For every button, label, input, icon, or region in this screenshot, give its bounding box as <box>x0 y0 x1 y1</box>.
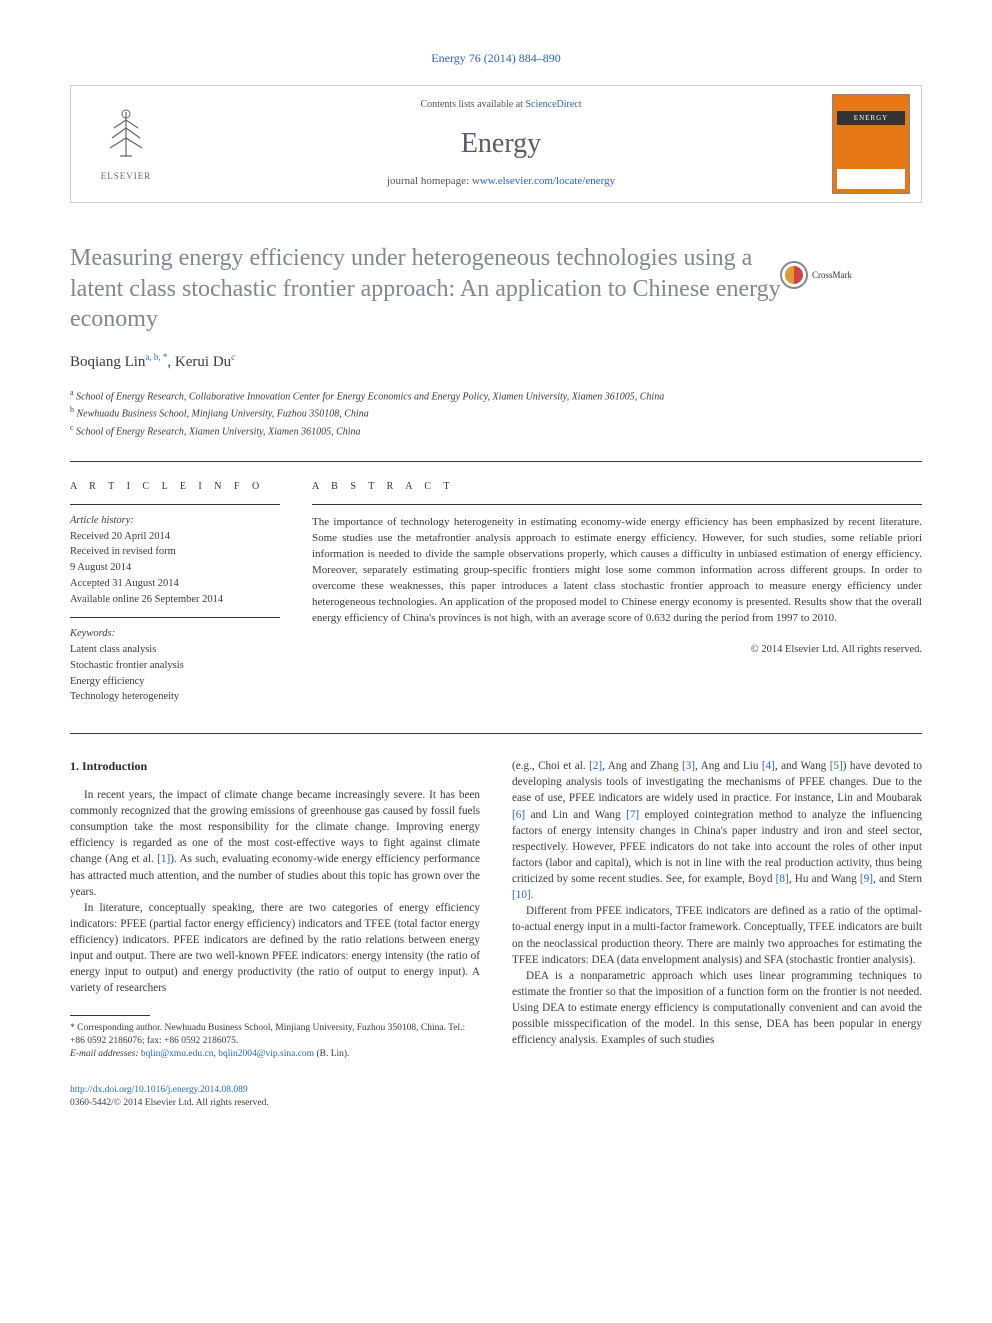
author-2-aff: c <box>231 352 235 362</box>
section-divider <box>70 733 922 734</box>
publisher-name: ELSEVIER <box>101 170 152 183</box>
abstract-text: The importance of technology heterogenei… <box>312 504 922 627</box>
ref-5[interactable]: [5] <box>830 760 843 772</box>
right-para-2: Different from PFEE indicators, TFEE ind… <box>512 903 922 968</box>
intro-para-1: In recent years, the impact of climate c… <box>70 787 480 900</box>
history-received: Received 20 April 2014 <box>70 531 170 542</box>
keyword-1: Latent class analysis <box>70 644 156 655</box>
article-title: Measuring energy efficiency under hetero… <box>70 243 790 335</box>
footnote-separator <box>70 1015 150 1016</box>
ref-3[interactable]: [3] <box>682 760 695 772</box>
ref-7[interactable]: [7] <box>626 809 639 821</box>
doi-link[interactable]: http://dx.doi.org/10.1016/j.energy.2014.… <box>70 1084 480 1097</box>
keyword-2: Stochastic frontier analysis <box>70 660 184 671</box>
ref-9[interactable]: [9] <box>860 873 873 885</box>
body-columns: 1. Introduction In recent years, the imp… <box>70 758 922 1110</box>
elsevier-tree-icon <box>96 106 156 166</box>
cover-title: ENERGY <box>837 111 905 125</box>
citation-bar: Energy 76 (2014) 884–890 <box>70 50 922 67</box>
contents-prefix: Contents lists available at <box>420 99 525 110</box>
email-1[interactable]: bqlin@xmu.edu.cn <box>141 1049 214 1059</box>
footnote-email-label: E-mail addresses: <box>70 1049 141 1059</box>
affiliations: a School of Energy Research, Collaborati… <box>70 387 922 439</box>
affiliation-c: School of Energy Research, Xiamen Univer… <box>76 426 360 437</box>
intro-para-2: In literature, conceptually speaking, th… <box>70 900 480 997</box>
section-1-heading: 1. Introduction <box>70 758 480 775</box>
copyright-line: © 2014 Elsevier Ltd. All rights reserved… <box>312 643 922 658</box>
journal-header: ELSEVIER Contents lists available at Sci… <box>70 85 922 203</box>
keyword-3: Energy efficiency <box>70 676 145 687</box>
history-online: Available online 26 September 2014 <box>70 594 223 605</box>
ref-1[interactable]: [1] <box>157 853 170 865</box>
affiliation-a: School of Energy Research, Collaborative… <box>76 391 664 402</box>
publisher-logo: ELSEVIER <box>71 86 181 202</box>
homepage-line: journal homepage: www.elsevier.com/locat… <box>191 174 811 189</box>
footnote-corr: * Corresponding author. Newhuadu Busines… <box>70 1022 480 1049</box>
divider <box>70 461 922 462</box>
contents-line: Contents lists available at ScienceDirec… <box>191 98 811 112</box>
article-history: Article history: Received 20 April 2014 … <box>70 504 280 618</box>
crossmark-icon <box>780 261 808 289</box>
homepage-link[interactable]: www.elsevier.com/locate/energy <box>472 175 615 187</box>
journal-cover-thumb: ENERGY <box>821 86 921 202</box>
author-1: Boqiang Lin <box>70 354 145 370</box>
author-2: , Kerui Du <box>167 354 231 370</box>
history-revised-2: 9 August 2014 <box>70 562 131 573</box>
corresponding-author-footnote: * Corresponding author. Newhuadu Busines… <box>70 1022 480 1062</box>
right-column: (e.g., Choi et al. [2], Ang and Zhang [3… <box>512 758 922 1110</box>
history-heading: Article history: <box>70 515 134 526</box>
homepage-prefix: journal homepage: <box>387 175 472 187</box>
keywords-heading: Keywords: <box>70 628 115 639</box>
ref-2[interactable]: [2] <box>589 760 602 772</box>
right-para-1: (e.g., Choi et al. [2], Ang and Zhang [3… <box>512 758 922 903</box>
abstract-label: A B S T R A C T <box>312 480 922 494</box>
issn-line: 0360-5442/© 2014 Elsevier Ltd. All right… <box>70 1097 480 1110</box>
left-column: 1. Introduction In recent years, the imp… <box>70 758 480 1110</box>
ref-6[interactable]: [6] <box>512 809 525 821</box>
email-suffix: (B. Lin). <box>314 1049 349 1059</box>
article-info-label: A R T I C L E I N F O <box>70 480 280 494</box>
journal-name: Energy <box>191 124 811 163</box>
ref-8[interactable]: [8] <box>776 873 789 885</box>
history-revised-1: Received in revised form <box>70 546 176 557</box>
ref-4[interactable]: [4] <box>762 760 775 772</box>
sciencedirect-link[interactable]: ScienceDirect <box>525 99 581 110</box>
author-1-aff: a, b, * <box>145 352 167 362</box>
history-accepted: Accepted 31 August 2014 <box>70 578 179 589</box>
affiliation-b: Newhuadu Business School, Minjiang Unive… <box>77 409 369 420</box>
ref-10[interactable]: [10] <box>512 889 531 901</box>
article-info-column: A R T I C L E I N F O Article history: R… <box>70 480 280 705</box>
authors-line: Boqiang Lina, b, *, Kerui Duc <box>70 351 922 373</box>
doi-block: http://dx.doi.org/10.1016/j.energy.2014.… <box>70 1084 480 1111</box>
keyword-4: Technology heterogeneity <box>70 691 179 702</box>
crossmark-badge[interactable]: CrossMark <box>780 261 852 289</box>
abstract-column: A B S T R A C T The importance of techno… <box>312 480 922 705</box>
crossmark-label: CrossMark <box>812 269 852 282</box>
keywords-block: Keywords: Latent class analysis Stochast… <box>70 617 280 705</box>
email-2[interactable]: bqlin2004@vip.sina.com <box>218 1049 314 1059</box>
right-para-3: DEA is a nonparametric approach which us… <box>512 968 922 1049</box>
